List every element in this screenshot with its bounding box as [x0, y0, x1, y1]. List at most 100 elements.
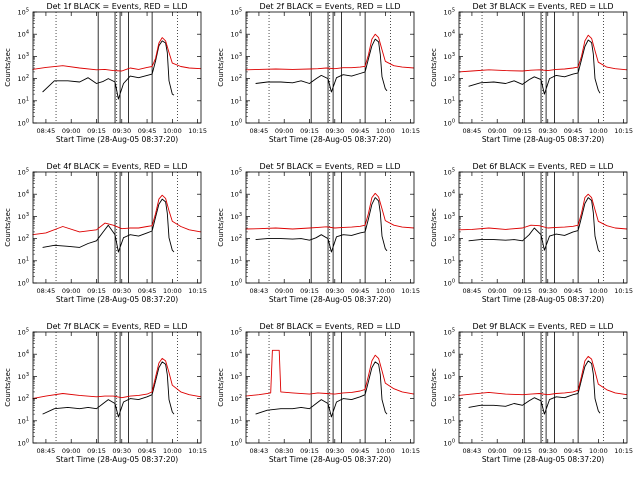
y-tick-label: 105: [231, 328, 242, 337]
y-axis-label: Counts/sec: [4, 208, 12, 247]
x-tick-label: 09:15: [87, 287, 106, 295]
detector-panel-7: Det 7f BLACK = Events, RED = LLD 100 101 10…: [4, 322, 207, 464]
series-line-lld: [32, 37, 202, 72]
series-line-events: [255, 197, 388, 253]
detector-panel-3: Det 3f BLACK = Events, RED = LLD 100 101 10…: [430, 2, 633, 144]
x-tick-label: 08:45: [463, 287, 482, 295]
x-tick-label: 08:45: [37, 127, 56, 135]
y-axis-label: Counts/sec: [430, 208, 438, 247]
x-tick-label: 09:45: [564, 287, 583, 295]
detector-panel-5: Det 5f BLACK = Events, RED = LLD 100 101 10…: [217, 162, 420, 304]
x-tick-label: 09:15: [513, 127, 532, 135]
detector-panel-6: Det 6f BLACK = Events, RED = LLD 100 101 10…: [430, 162, 633, 304]
y-tick-label: 100: [18, 439, 29, 448]
panel-title: Det 6f BLACK = Events, RED = LLD: [472, 162, 613, 171]
y-tick-label: 100: [231, 119, 242, 128]
y-tick-label: 100: [18, 279, 29, 288]
y-tick-label: 104: [18, 190, 29, 199]
x-axis-label: Start Time (28-Aug-05 08:37:20): [269, 455, 391, 464]
y-tick-label: 102: [444, 394, 455, 403]
x-tick-label: 09:00: [275, 287, 294, 295]
y-axis-label: Counts/sec: [430, 368, 438, 407]
series-line-lld: [458, 355, 628, 396]
y-tick-label: 101: [231, 96, 242, 105]
y-tick-label: 100: [231, 279, 242, 288]
y-tick-label: 104: [18, 350, 29, 359]
x-tick-label: 10:00: [589, 287, 608, 295]
y-tick-label: 104: [231, 190, 242, 199]
x-axis-label: Start Time (28-Aug-05 08:37:20): [269, 295, 391, 304]
x-tick-label: 09:15: [300, 127, 319, 135]
x-axis-label: Start Time (28-Aug-05 08:37:20): [482, 455, 604, 464]
plot-frame: [458, 11, 628, 124]
x-tick-label: 09:30: [538, 447, 557, 455]
x-tick-label: 10:15: [401, 127, 420, 135]
y-tick-label: 103: [444, 212, 455, 221]
x-tick-label: 09:45: [138, 287, 157, 295]
y-tick-label: 102: [231, 234, 242, 243]
y-tick-label: 102: [231, 394, 242, 403]
detector-panel-1: Det 1f BLACK = Events, RED = LLD 100 101 10…: [4, 2, 207, 144]
y-tick-label: 105: [18, 8, 29, 17]
panel-title: Det 8f BLACK = Events, RED = LLD: [259, 322, 400, 331]
plot-frame: [458, 331, 628, 444]
y-tick-label: 101: [444, 96, 455, 105]
series-line-events: [42, 40, 175, 100]
panel-title: Det 5f BLACK = Events, RED = LLD: [259, 162, 400, 171]
y-tick-label: 100: [444, 279, 455, 288]
y-tick-label: 100: [444, 119, 455, 128]
x-tick-label: 10:15: [188, 127, 207, 135]
y-tick-label: 100: [231, 439, 242, 448]
y-tick-label: 104: [231, 350, 242, 359]
y-tick-label: 101: [444, 416, 455, 425]
y-tick-label: 103: [231, 52, 242, 61]
detector-panel-9: Det 9f BLACK = Events, RED = LLD 100 101 10…: [430, 322, 633, 464]
plot-frame: [458, 171, 628, 284]
y-tick-label: 104: [18, 30, 29, 39]
y-axis-label: Counts/sec: [430, 48, 438, 87]
x-tick-label: 10:00: [589, 127, 608, 135]
x-tick-label: 09:45: [351, 287, 370, 295]
y-tick-label: 103: [231, 372, 242, 381]
y-tick-label: 101: [18, 256, 29, 265]
x-tick-label: 09:00: [488, 447, 507, 455]
y-tick-label: 103: [444, 372, 455, 381]
panel-title: Det 4f BLACK = Events, RED = LLD: [46, 162, 187, 171]
x-tick-label: 09:15: [87, 127, 106, 135]
x-tick-label: 09:00: [488, 127, 507, 135]
x-tick-label: 09:15: [513, 447, 532, 455]
x-axis-label: Start Time (28-Aug-05 08:37:20): [56, 295, 178, 304]
y-tick-label: 103: [18, 212, 29, 221]
x-tick-label: 09:30: [112, 287, 131, 295]
plot-frame: [245, 331, 415, 444]
x-tick-label: 09:30: [325, 287, 344, 295]
panel-title: Det 3f BLACK = Events, RED = LLD: [472, 2, 613, 11]
x-tick-label: 09:30: [538, 127, 557, 135]
y-tick-label: 105: [231, 8, 242, 17]
x-tick-label: 09:45: [138, 127, 157, 135]
x-tick-label: 09:00: [488, 287, 507, 295]
detector-panel-8: Det 8f BLACK = Events, RED = LLD 100 101 10…: [217, 322, 420, 464]
x-axis-label: Start Time (28-Aug-05 08:37:20): [482, 295, 604, 304]
y-tick-label: 103: [18, 52, 29, 61]
series-line-events: [468, 360, 601, 415]
x-tick-label: 09:45: [138, 447, 157, 455]
x-tick-label: 09:45: [564, 447, 583, 455]
y-axis-label: Counts/sec: [4, 48, 12, 87]
x-tick-label: 09:00: [62, 447, 81, 455]
series-line-lld: [245, 33, 415, 71]
x-tick-label: 09:15: [513, 287, 532, 295]
x-tick-label: 08:45: [463, 127, 482, 135]
series-line-lld: [32, 194, 202, 236]
x-tick-label: 10:15: [401, 447, 420, 455]
x-tick-label: 09:30: [538, 287, 557, 295]
x-tick-label: 10:15: [614, 287, 633, 295]
y-tick-label: 100: [18, 119, 29, 128]
y-tick-label: 105: [444, 8, 455, 17]
detector-panel-2: Det 2f BLACK = Events, RED = LLD 100 101 10…: [217, 2, 420, 144]
y-tick-label: 103: [444, 52, 455, 61]
series-line-lld: [458, 193, 628, 231]
panel-title: Det 7f BLACK = Events, RED = LLD: [46, 322, 187, 331]
y-tick-label: 102: [231, 74, 242, 83]
